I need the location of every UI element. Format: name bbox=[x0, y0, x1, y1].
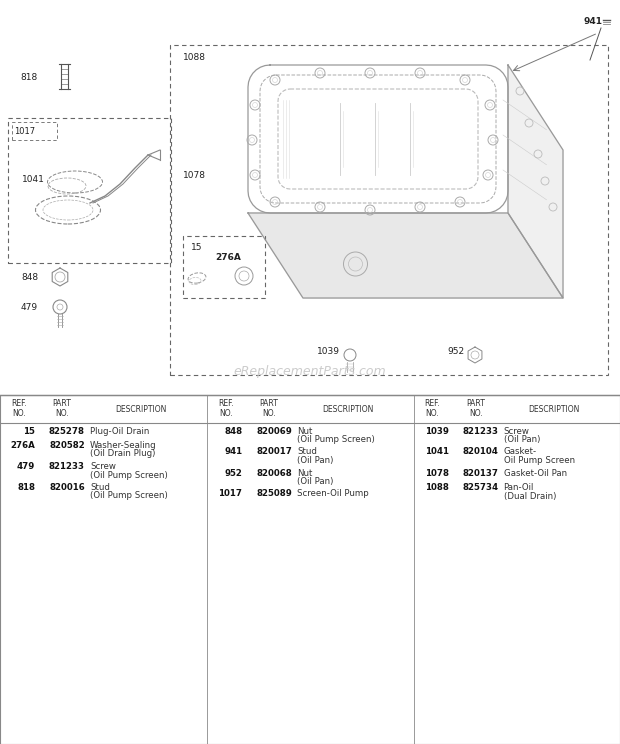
Text: PART: PART bbox=[260, 400, 278, 408]
Text: 818: 818 bbox=[17, 483, 35, 492]
Text: 276A: 276A bbox=[215, 254, 241, 263]
Text: (Oil Pump Screen): (Oil Pump Screen) bbox=[90, 492, 167, 501]
Text: 941: 941 bbox=[224, 447, 242, 457]
Text: Gasket-: Gasket- bbox=[503, 447, 537, 457]
Text: 820016: 820016 bbox=[49, 483, 85, 492]
Text: 1078: 1078 bbox=[425, 469, 449, 478]
Text: NO.: NO. bbox=[219, 408, 232, 417]
Text: Nut: Nut bbox=[297, 469, 312, 478]
Text: Screen-Oil Pump: Screen-Oil Pump bbox=[297, 490, 369, 498]
Text: Washer-Sealing: Washer-Sealing bbox=[90, 441, 157, 450]
Text: Gasket-Oil Pan: Gasket-Oil Pan bbox=[503, 469, 567, 478]
Text: 825089: 825089 bbox=[256, 490, 292, 498]
Text: (Oil Pan): (Oil Pan) bbox=[297, 477, 334, 486]
Bar bbox=[12, 122, 57, 140]
Text: (Oil Pump Screen): (Oil Pump Screen) bbox=[90, 470, 167, 479]
Text: 820069: 820069 bbox=[256, 426, 292, 435]
Text: 820582: 820582 bbox=[49, 441, 85, 450]
Text: 1041: 1041 bbox=[22, 176, 45, 185]
Bar bbox=[183, 236, 265, 298]
Text: DESCRIPTION: DESCRIPTION bbox=[322, 405, 374, 414]
Text: Plug-Oil Drain: Plug-Oil Drain bbox=[90, 426, 149, 435]
Text: 1078: 1078 bbox=[183, 170, 206, 179]
Text: 952: 952 bbox=[448, 347, 465, 356]
Bar bbox=[8, 118, 171, 263]
Text: 818: 818 bbox=[20, 74, 38, 83]
Text: NO.: NO. bbox=[55, 408, 69, 417]
Text: REF.: REF. bbox=[218, 400, 234, 408]
Text: 479: 479 bbox=[17, 462, 35, 471]
Text: 820017: 820017 bbox=[256, 447, 292, 457]
Text: 1039: 1039 bbox=[317, 347, 340, 356]
Text: Stud: Stud bbox=[90, 483, 110, 492]
Text: NO.: NO. bbox=[426, 408, 440, 417]
Text: PART: PART bbox=[53, 400, 71, 408]
Text: 479: 479 bbox=[21, 303, 38, 312]
Text: 820104: 820104 bbox=[463, 447, 498, 457]
Text: NO.: NO. bbox=[469, 408, 483, 417]
Text: 821233: 821233 bbox=[463, 426, 498, 435]
Text: DESCRIPTION: DESCRIPTION bbox=[529, 405, 580, 414]
Text: 825734: 825734 bbox=[463, 483, 498, 492]
Text: 821233: 821233 bbox=[49, 462, 85, 471]
Text: eReplacementParts.com: eReplacementParts.com bbox=[234, 365, 386, 379]
Text: 848: 848 bbox=[224, 426, 242, 435]
Text: Nut: Nut bbox=[297, 426, 312, 435]
Text: 820068: 820068 bbox=[256, 469, 292, 478]
Text: 15: 15 bbox=[24, 426, 35, 435]
Text: 1039: 1039 bbox=[425, 426, 449, 435]
Text: Pan-Oil: Pan-Oil bbox=[503, 483, 534, 492]
Text: 820137: 820137 bbox=[463, 469, 498, 478]
Text: 848: 848 bbox=[21, 272, 38, 281]
Bar bbox=[170, 45, 608, 375]
Text: 1088: 1088 bbox=[183, 54, 206, 62]
Text: (Oil Pan): (Oil Pan) bbox=[297, 456, 334, 465]
Text: (Oil Pump Screen): (Oil Pump Screen) bbox=[297, 435, 374, 444]
Text: 1017: 1017 bbox=[14, 126, 35, 135]
Bar bbox=[0, 395, 620, 744]
Text: 1017: 1017 bbox=[218, 490, 242, 498]
Text: (Oil Pan): (Oil Pan) bbox=[503, 435, 540, 444]
Text: 1088: 1088 bbox=[425, 483, 449, 492]
Text: PART: PART bbox=[466, 400, 485, 408]
Text: DESCRIPTION: DESCRIPTION bbox=[115, 405, 167, 414]
Text: 276A: 276A bbox=[11, 441, 35, 450]
Text: REF.: REF. bbox=[425, 400, 440, 408]
Text: NO.: NO. bbox=[12, 408, 25, 417]
Polygon shape bbox=[508, 65, 563, 298]
Text: REF.: REF. bbox=[11, 400, 27, 408]
Text: 941: 941 bbox=[583, 18, 603, 27]
Text: NO.: NO. bbox=[262, 408, 276, 417]
Text: (Dual Drain): (Dual Drain) bbox=[503, 492, 556, 501]
Text: 825278: 825278 bbox=[49, 426, 85, 435]
Text: Stud: Stud bbox=[297, 447, 317, 457]
Text: 1041: 1041 bbox=[425, 447, 449, 457]
Text: Screw: Screw bbox=[503, 426, 529, 435]
Text: Oil Pump Screen: Oil Pump Screen bbox=[503, 456, 575, 465]
Text: 952: 952 bbox=[224, 469, 242, 478]
Text: 15: 15 bbox=[191, 243, 203, 252]
Polygon shape bbox=[248, 213, 563, 298]
Text: (Oil Drain Plug): (Oil Drain Plug) bbox=[90, 449, 156, 458]
Text: Screw: Screw bbox=[90, 462, 116, 471]
